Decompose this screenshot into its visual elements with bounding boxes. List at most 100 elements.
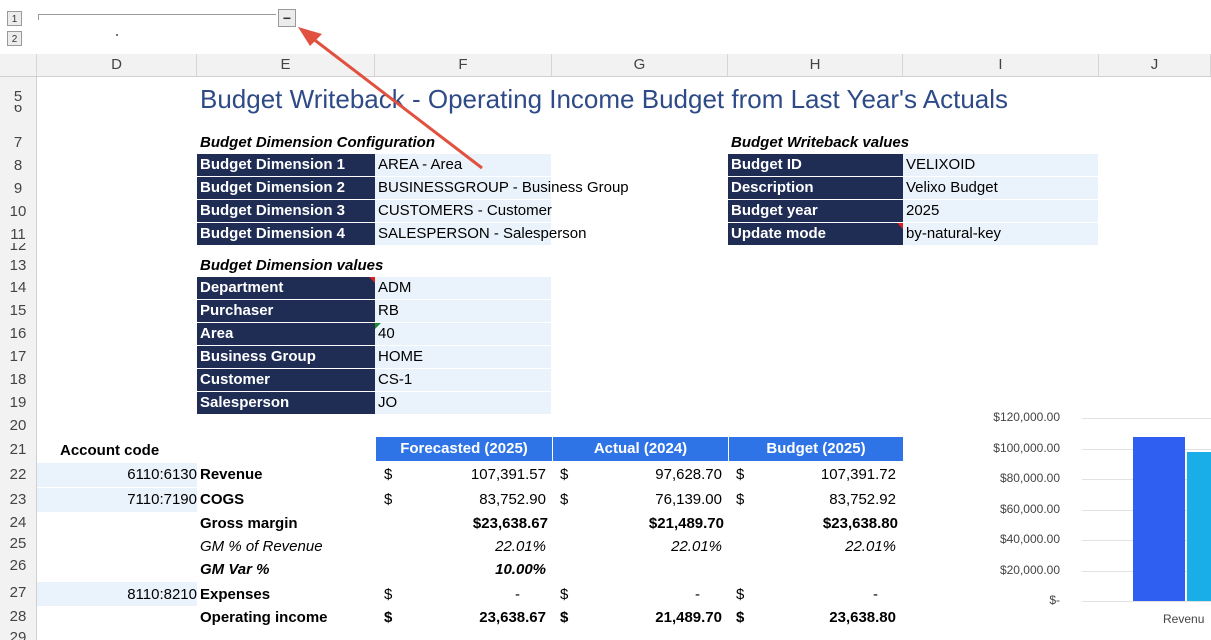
dimension-config-label[interactable]: Budget Dimension 3 [197,200,375,222]
actual-value[interactable]: $21,489.70 [648,515,724,532]
writeback-label[interactable]: Budget year [728,200,903,222]
row-header[interactable]: 23 [9,491,27,508]
row-header[interactable]: 8 [13,157,23,174]
row-header[interactable]: 21 [9,441,27,458]
budget-header[interactable]: Budget (2025) [729,437,903,461]
account-code[interactable]: 6110:6130 [127,466,197,483]
dimension-value-label[interactable]: Customer [197,369,375,391]
writeback-label[interactable]: Budget ID [728,154,903,176]
dimension-config-value[interactable]: SALESPERSON - Salesperson [375,223,586,245]
row-header[interactable]: 17 [9,348,27,365]
dimension-value-label[interactable]: Department [197,277,375,299]
actual-value[interactable]: 21,489.70 [655,609,722,626]
forecasted-header[interactable]: Forecasted (2025) [376,437,552,461]
row-header[interactable]: 7 [13,134,23,151]
dimension-config-value[interactable]: CUSTOMERS - Customer [375,200,552,222]
row-header[interactable]: 25 [9,535,27,552]
forecasted-value[interactable]: - [515,586,520,603]
forecasted-value[interactable]: 23,638.67 [479,609,546,626]
forecasted-value[interactable]: 10.00% [495,561,546,578]
writeback-value[interactable]: by-natural-key [903,223,1098,245]
row-header[interactable]: 27 [9,584,27,601]
chart-category-label: Revenu [1163,612,1205,626]
budget-chart[interactable]: $120,000.00 $100,000.00 $80,000.00 $60,000.… [960,405,1211,640]
row-header[interactable]: 18 [9,371,27,388]
column-header-e[interactable]: E [197,54,375,76]
actual-value[interactable]: 22.01% [671,538,722,555]
dimension-config-value[interactable]: AREA - Area [375,154,551,176]
forecasted-value[interactable]: 22.01% [495,538,546,555]
dimension-config-label[interactable]: Budget Dimension 2 [197,177,375,199]
row-header[interactable]: 10 [9,203,27,220]
row-header[interactable]: 20 [9,417,27,434]
row-header[interactable]: 11 [10,226,26,243]
writeback-label[interactable]: Update mode [728,223,903,245]
budget-value[interactable]: - [873,586,878,603]
budget-value[interactable]: 23,638.80 [829,609,896,626]
row-header[interactable]: 6 [0,105,36,113]
row-header[interactable]: 28 [9,608,27,625]
actual-value[interactable]: 76,139.00 [655,491,722,508]
budget-value[interactable]: 22.01% [845,538,896,555]
dimension-value-label[interactable]: Area [197,323,375,345]
writeback-value[interactable]: VELIXOID [903,154,1098,176]
row-header[interactable]: 16 [9,325,27,342]
dimension-value-cell[interactable]: JO [375,392,551,414]
row-header[interactable]: 13 [9,257,27,274]
column-header-f[interactable]: F [375,54,552,76]
column-header-d[interactable]: D [37,54,197,76]
forecasted-value[interactable]: 83,752.90 [479,491,546,508]
account-code-header: Account code [60,442,160,459]
dimension-config-label[interactable]: Budget Dimension 4 [197,223,375,245]
row-header[interactable]: 14 [9,279,27,296]
row-header[interactable]: 22 [9,466,27,483]
chart-bar[interactable] [1133,437,1185,601]
dimension-value-cell[interactable]: ADM [375,277,551,299]
budget-value[interactable]: $23,638.80 [822,515,898,532]
column-header-i[interactable]: I [903,54,1099,76]
budget-value[interactable]: 83,752.92 [829,491,896,508]
comment-indicator[interactable] [897,223,903,229]
outline-level-2-button[interactable]: 2 [7,31,22,46]
column-header-g[interactable]: G [552,54,728,76]
row-header[interactable]: 5 [13,88,23,105]
dimension-value-label[interactable]: Salesperson [197,392,375,414]
select-all-corner[interactable] [0,54,37,76]
row-header[interactable]: 29 [9,629,27,640]
account-code[interactable]: 8110:8210 [127,586,197,603]
dimension-value-cell[interactable]: 40 [375,323,551,345]
actual-value[interactable]: 97,628.70 [655,466,722,483]
actual-value[interactable]: - [695,586,700,603]
row-header[interactable]: 15 [9,302,27,319]
writeback-value[interactable]: 2025 [903,200,1098,222]
row-header[interactable]: 12 [0,243,36,251]
budget-value[interactable]: 107,391.72 [820,466,896,483]
writeback-value[interactable]: Velixo Budget [903,177,1098,199]
collapse-group-button[interactable]: − [278,9,296,27]
outline-level-1-button[interactable]: 1 [7,11,22,26]
writeback-label[interactable]: Description [728,177,903,199]
currency-symbol: $ [736,491,745,508]
row-header[interactable]: 9 [13,180,23,197]
dimension-config-label[interactable]: Budget Dimension 1 [197,154,375,176]
dimension-value-cell[interactable]: CS-1 [375,369,551,391]
row-header[interactable]: 26 [9,557,27,574]
dimension-value-label[interactable]: Purchaser [197,300,375,322]
error-indicator[interactable] [375,323,381,329]
comment-indicator[interactable] [369,277,375,283]
forecasted-value[interactable]: $23,638.67 [472,515,548,532]
row-header[interactable]: 24 [9,514,27,531]
row-label-operating-income: Operating income [200,609,328,626]
dimension-value-cell[interactable]: RB [375,300,551,322]
actual-header[interactable]: Actual (2024) [553,437,728,461]
chart-y-tick-label: $- [1049,593,1060,607]
column-header-h[interactable]: H [728,54,903,76]
account-code[interactable]: 7110:7190 [127,491,197,508]
chart-bar[interactable] [1187,452,1211,601]
dimension-value-cell[interactable]: HOME [375,346,551,368]
row-header[interactable]: 19 [9,394,27,411]
dimension-value-label[interactable]: Business Group [197,346,375,368]
forecasted-value[interactable]: 107,391.57 [470,466,546,483]
column-header-j[interactable]: J [1099,54,1211,76]
dimension-config-value[interactable]: BUSINESSGROUP - Business Group [375,177,629,199]
